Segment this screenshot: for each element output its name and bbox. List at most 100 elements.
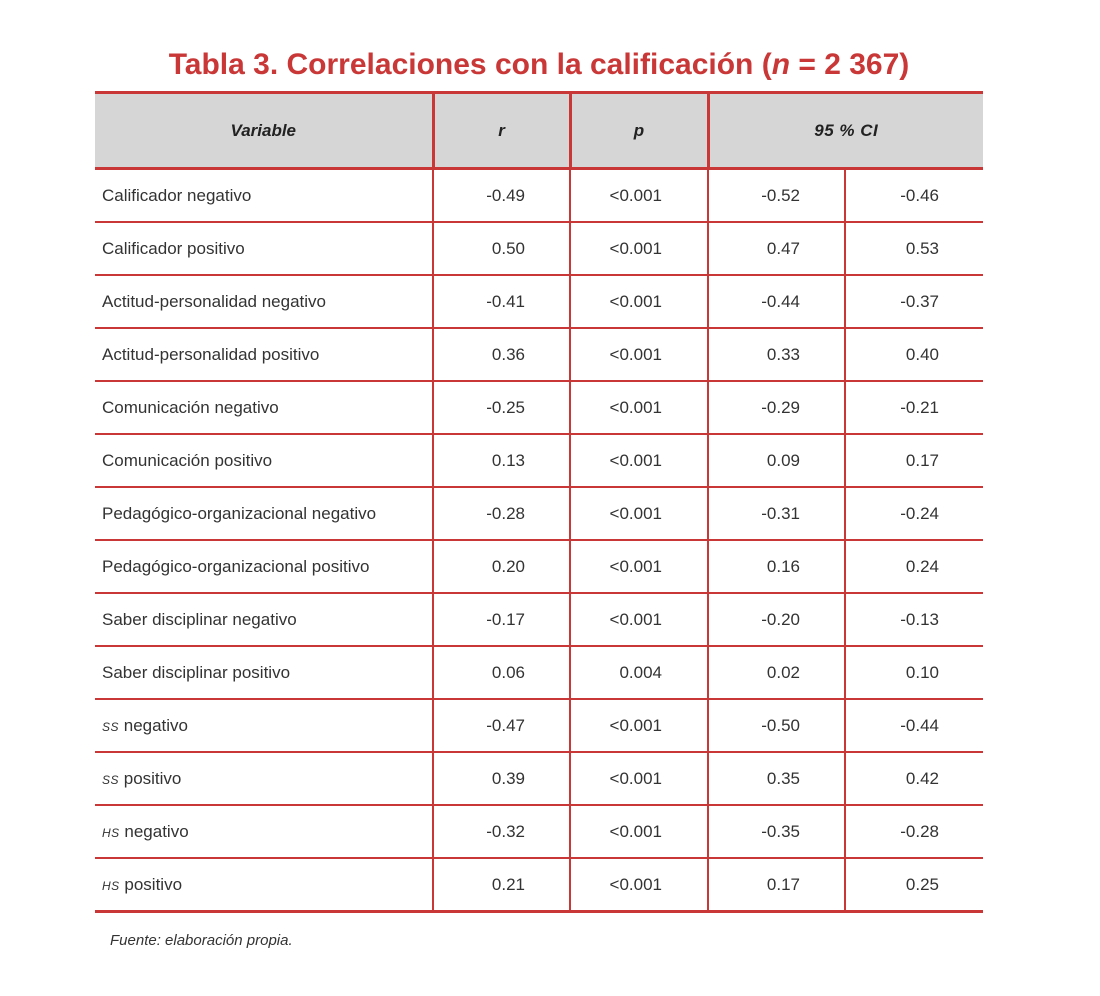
- cell-ci-low: 0.02: [707, 646, 845, 700]
- cell-r: -0.25: [432, 381, 570, 435]
- cell-variable: Pedagógico-organizacional negativo: [95, 487, 433, 541]
- cell-ci-low: 0.33: [707, 328, 845, 382]
- cell-r: -0.49: [432, 168, 570, 223]
- cell-ci-low: 0.35: [707, 752, 845, 806]
- cell-variable: HS positivo: [95, 858, 433, 913]
- table-title-n-symbol: n: [771, 48, 791, 81]
- cell-p: <0.001: [569, 593, 708, 647]
- table-row: HS positivo 0.21 <0.001 0.17 0.25: [95, 858, 984, 913]
- cell-p: <0.001: [569, 699, 708, 753]
- variable-label: positivo: [119, 768, 182, 788]
- cell-ci-high: -0.21: [843, 381, 984, 435]
- cell-ci-low: 0.16: [707, 540, 845, 594]
- source-note: Fuente: elaboración propia.: [110, 932, 293, 949]
- cell-r: -0.28: [432, 487, 570, 541]
- cell-p: <0.001: [569, 752, 708, 806]
- table-row: Pedagógico-organizacional negativo -0.28 <…: [95, 487, 984, 541]
- cell-r: -0.47: [432, 699, 570, 753]
- cell-variable: Comunicación negativo: [95, 381, 433, 435]
- header-p: p: [568, 91, 708, 170]
- cell-ci-low: -0.20: [707, 593, 845, 647]
- cell-r: 0.36: [432, 328, 570, 382]
- table-row: Saber disciplinar negativo -0.17 <0.001 -0.…: [95, 593, 984, 647]
- table-title-suffix: = 2 367): [790, 48, 910, 81]
- cell-ci-high: 0.40: [843, 328, 984, 382]
- table-row: SS negativo -0.47 <0.001 -0.50 -0.44: [95, 699, 984, 753]
- variable-label: Saber disciplinar positivo: [102, 662, 291, 682]
- cell-p: <0.001: [569, 168, 708, 223]
- cell-ci-high: 0.17: [843, 434, 984, 488]
- table-row: Comunicación positivo 0.13 <0.001 0.09 0.17: [95, 434, 984, 488]
- variable-abbreviation: SS: [102, 719, 120, 734]
- cell-variable: HS negativo: [95, 805, 433, 859]
- table-row: Actitud-personalidad negativo -0.41 <0.001…: [95, 275, 984, 329]
- variable-label: Comunicación negativo: [102, 397, 279, 417]
- table-row: Pedagógico-organizacional positivo 0.20 <0…: [95, 540, 984, 594]
- cell-ci-low: 0.09: [707, 434, 845, 488]
- cell-ci-low: -0.35: [707, 805, 845, 859]
- cell-p: <0.001: [569, 540, 708, 594]
- variable-label: Saber disciplinar negativo: [102, 609, 297, 629]
- cell-ci-high: -0.24: [843, 487, 984, 541]
- cell-variable: Saber disciplinar positivo: [95, 646, 433, 700]
- cell-ci-high: -0.13: [843, 593, 984, 647]
- cell-ci-high: 0.42: [843, 752, 984, 806]
- cell-variable: SS negativo: [95, 699, 433, 753]
- cell-ci-high: -0.44: [843, 699, 984, 753]
- cell-ci-high: 0.24: [843, 540, 984, 594]
- table-title-prefix: Tabla 3. Correlaciones con la calificaci…: [168, 48, 772, 81]
- cell-p: <0.001: [569, 222, 708, 276]
- cell-variable: Calificador positivo: [95, 222, 433, 276]
- cell-p: <0.001: [569, 858, 708, 913]
- table-header-row: Variable r p 95 % CI: [95, 91, 984, 170]
- cell-p: 0.004: [569, 646, 708, 700]
- cell-ci-low: -0.29: [707, 381, 845, 435]
- cell-r: -0.32: [432, 805, 570, 859]
- cell-r: 0.50: [432, 222, 570, 276]
- variable-label: Calificador negativo: [102, 185, 252, 205]
- variable-label: negativo: [119, 821, 189, 841]
- cell-ci-high: -0.37: [843, 275, 984, 329]
- cell-variable: Comunicación positivo: [95, 434, 433, 488]
- cell-variable: Actitud-personalidad negativo: [95, 275, 433, 329]
- cell-ci-low: 0.17: [707, 858, 845, 913]
- table-row: Actitud-personalidad positivo 0.36 <0.001 0…: [95, 328, 984, 382]
- cell-r: 0.39: [432, 752, 570, 806]
- cell-p: <0.001: [569, 487, 708, 541]
- cell-variable: Calificador negativo: [95, 168, 433, 223]
- cell-r: -0.41: [432, 275, 570, 329]
- table-row: Calificador positivo 0.50 <0.001 0.47 0.53: [95, 222, 984, 276]
- cell-ci-low: -0.31: [707, 487, 845, 541]
- cell-p: <0.001: [569, 434, 708, 488]
- variable-abbreviation: HS: [102, 825, 120, 840]
- table-body: Calificador negativo -0.49 <0.001 -0.52 -0.4…: [95, 168, 984, 913]
- cell-ci-high: -0.46: [843, 168, 984, 223]
- cell-ci-low: -0.44: [707, 275, 845, 329]
- variable-label: Pedagógico-organizacional negativo: [102, 503, 377, 523]
- table-row: Saber disciplinar positivo 0.06 0.004 0.02 0…: [95, 646, 984, 700]
- cell-ci-low: -0.52: [707, 168, 845, 223]
- table-row: Calificador negativo -0.49 <0.001 -0.52 -0.4…: [95, 168, 984, 223]
- variable-abbreviation: SS: [102, 772, 120, 787]
- variable-label: positivo: [119, 874, 183, 894]
- cell-variable: Pedagógico-organizacional positivo: [95, 540, 433, 594]
- header-ci: 95 % CI: [706, 91, 984, 170]
- table-row: Comunicación negativo -0.25 <0.001 -0.29 -0.…: [95, 381, 984, 435]
- variable-label: Actitud-personalidad negativo: [102, 291, 326, 311]
- cell-variable: Saber disciplinar negativo: [95, 593, 433, 647]
- variable-label: negativo: [119, 715, 189, 735]
- cell-ci-high: 0.10: [843, 646, 984, 700]
- cell-r: 0.13: [432, 434, 570, 488]
- cell-r: -0.17: [432, 593, 570, 647]
- variable-abbreviation: HS: [102, 878, 120, 893]
- variable-label: Actitud-personalidad positivo: [102, 344, 320, 364]
- header-variable: Variable: [95, 91, 433, 170]
- cell-p: <0.001: [569, 328, 708, 382]
- variable-label: Calificador positivo: [102, 238, 245, 258]
- variable-label: Pedagógico-organizacional positivo: [102, 556, 370, 576]
- cell-p: <0.001: [569, 805, 708, 859]
- header-r: r: [431, 91, 570, 170]
- correlation-table: Variable r p 95 % CI Calificador negativ…: [95, 91, 984, 913]
- cell-r: 0.20: [432, 540, 570, 594]
- cell-ci-high: -0.28: [843, 805, 984, 859]
